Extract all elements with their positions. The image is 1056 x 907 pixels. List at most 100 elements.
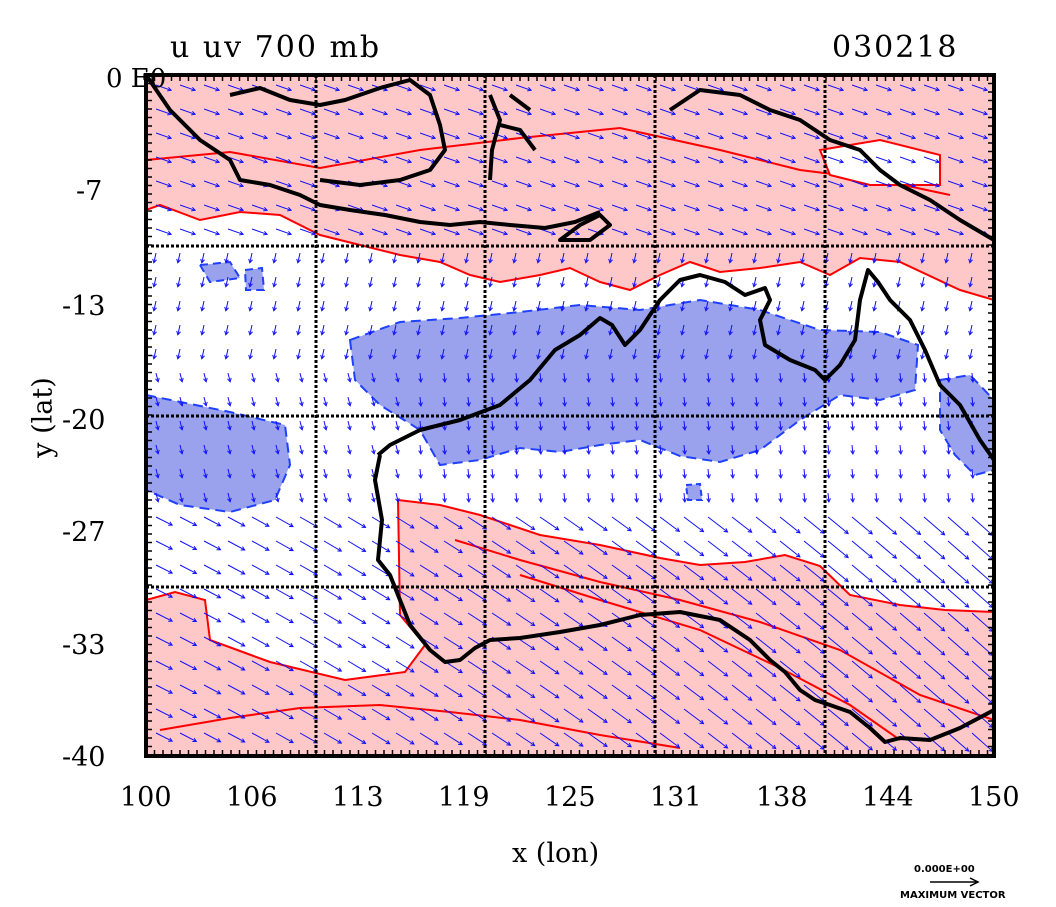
wind-vector-head bbox=[239, 182, 245, 188]
wind-vector-head bbox=[754, 498, 759, 503]
wind-vector bbox=[753, 276, 757, 287]
wind-vector bbox=[971, 180, 988, 187]
wind-vector-head bbox=[192, 713, 198, 719]
wind-vector-head bbox=[416, 354, 421, 360]
wind-vector bbox=[155, 516, 173, 526]
wind-vector bbox=[227, 84, 244, 91]
wind-vector bbox=[155, 396, 159, 406]
wind-vector bbox=[899, 372, 902, 383]
wind-vector-head bbox=[671, 158, 677, 164]
wind-vector-head bbox=[264, 618, 270, 623]
wind-vector bbox=[179, 540, 197, 550]
wind-vector bbox=[203, 660, 221, 671]
wind-vector-head bbox=[530, 621, 536, 627]
wind-vector bbox=[827, 156, 844, 163]
wind-vector bbox=[323, 372, 327, 382]
x-tick-label: 150 bbox=[968, 782, 1020, 813]
wind-vector-head bbox=[970, 450, 975, 455]
wind-vector-head bbox=[216, 570, 222, 575]
wind-vector-head bbox=[191, 230, 197, 236]
wind-vector-head bbox=[359, 134, 365, 140]
wind-vector-head bbox=[872, 258, 877, 264]
wind-vector bbox=[513, 348, 517, 359]
wind-vector bbox=[371, 156, 388, 163]
wind-vector-head bbox=[275, 377, 280, 383]
wind-vector bbox=[875, 444, 878, 455]
wind-vector-head bbox=[272, 258, 277, 264]
wind-vector-head bbox=[844, 625, 849, 631]
wind-vector-head bbox=[227, 425, 232, 431]
wind-vector bbox=[659, 396, 662, 407]
wind-vector bbox=[491, 708, 511, 722]
wind-vector bbox=[777, 252, 781, 263]
wind-vector bbox=[947, 372, 950, 383]
wind-vector bbox=[899, 228, 916, 235]
wind-vector bbox=[587, 396, 590, 407]
wind-vector bbox=[539, 420, 542, 431]
wind-vector bbox=[561, 348, 565, 359]
wind-vector-head bbox=[983, 86, 989, 92]
wind-vector-head bbox=[320, 354, 325, 360]
wind-vector-head bbox=[433, 668, 439, 673]
wind-vector bbox=[179, 660, 197, 670]
australia-coastline bbox=[376, 268, 994, 462]
wind-vector bbox=[561, 276, 565, 287]
wind-vector bbox=[251, 540, 270, 551]
wind-vector-head bbox=[719, 158, 725, 164]
wind-vector-head bbox=[959, 134, 965, 140]
wind-vector bbox=[897, 348, 901, 359]
wind-vector bbox=[971, 444, 974, 455]
wind-vector bbox=[467, 180, 484, 187]
wind-vector-head bbox=[562, 450, 567, 455]
wind-vector bbox=[827, 468, 830, 479]
wind-vector bbox=[371, 636, 390, 649]
wind-vector bbox=[635, 540, 656, 556]
wind-vector-head bbox=[608, 306, 613, 312]
wind-vector bbox=[443, 588, 463, 602]
wind-vector-head bbox=[658, 498, 663, 503]
wind-vector-head bbox=[168, 665, 174, 670]
wind-vector bbox=[155, 444, 159, 454]
wind-vector-head bbox=[675, 527, 681, 532]
wind-vector bbox=[827, 84, 844, 91]
wind-vector bbox=[467, 84, 484, 91]
wind-vector-head bbox=[887, 206, 893, 212]
wind-vector bbox=[827, 588, 849, 606]
wind-vector-head bbox=[466, 402, 471, 407]
wind-vector bbox=[251, 132, 268, 139]
wind-vector bbox=[155, 540, 173, 550]
wind-vector bbox=[179, 180, 196, 187]
wind-vector bbox=[947, 132, 964, 139]
wind-vector-head bbox=[479, 182, 485, 188]
wind-vector bbox=[537, 348, 541, 359]
wind-vector-head bbox=[898, 498, 903, 503]
wind-vector-head bbox=[458, 740, 463, 746]
wind-vector-head bbox=[946, 450, 951, 455]
wind-vector bbox=[203, 84, 220, 91]
wind-vector-head bbox=[916, 746, 922, 752]
wind-vector-head bbox=[578, 646, 584, 651]
wind-vector bbox=[491, 372, 494, 383]
wind-vector-head bbox=[848, 330, 853, 336]
wind-vector-head bbox=[680, 258, 685, 264]
wind-vector-head bbox=[682, 402, 687, 407]
wind-vector-head bbox=[599, 158, 605, 164]
wind-vector bbox=[369, 276, 373, 287]
wind-vector-head bbox=[647, 230, 653, 236]
wind-vector bbox=[177, 348, 181, 359]
wind-vector bbox=[731, 684, 752, 701]
wind-vector bbox=[657, 324, 661, 335]
wind-vector-head bbox=[385, 548, 391, 553]
wind-vector-head bbox=[911, 182, 917, 188]
wind-vector bbox=[875, 180, 892, 187]
wind-vector bbox=[395, 732, 415, 745]
wind-vector bbox=[611, 708, 632, 724]
wind-vector bbox=[731, 708, 752, 725]
wind-vector bbox=[827, 636, 849, 654]
wind-vector-head bbox=[935, 158, 941, 164]
wind-vector-head bbox=[554, 694, 560, 699]
wind-vector bbox=[203, 444, 207, 454]
wind-vector bbox=[323, 732, 342, 744]
wind-vector-head bbox=[911, 158, 917, 164]
wind-vector-head bbox=[935, 230, 941, 236]
